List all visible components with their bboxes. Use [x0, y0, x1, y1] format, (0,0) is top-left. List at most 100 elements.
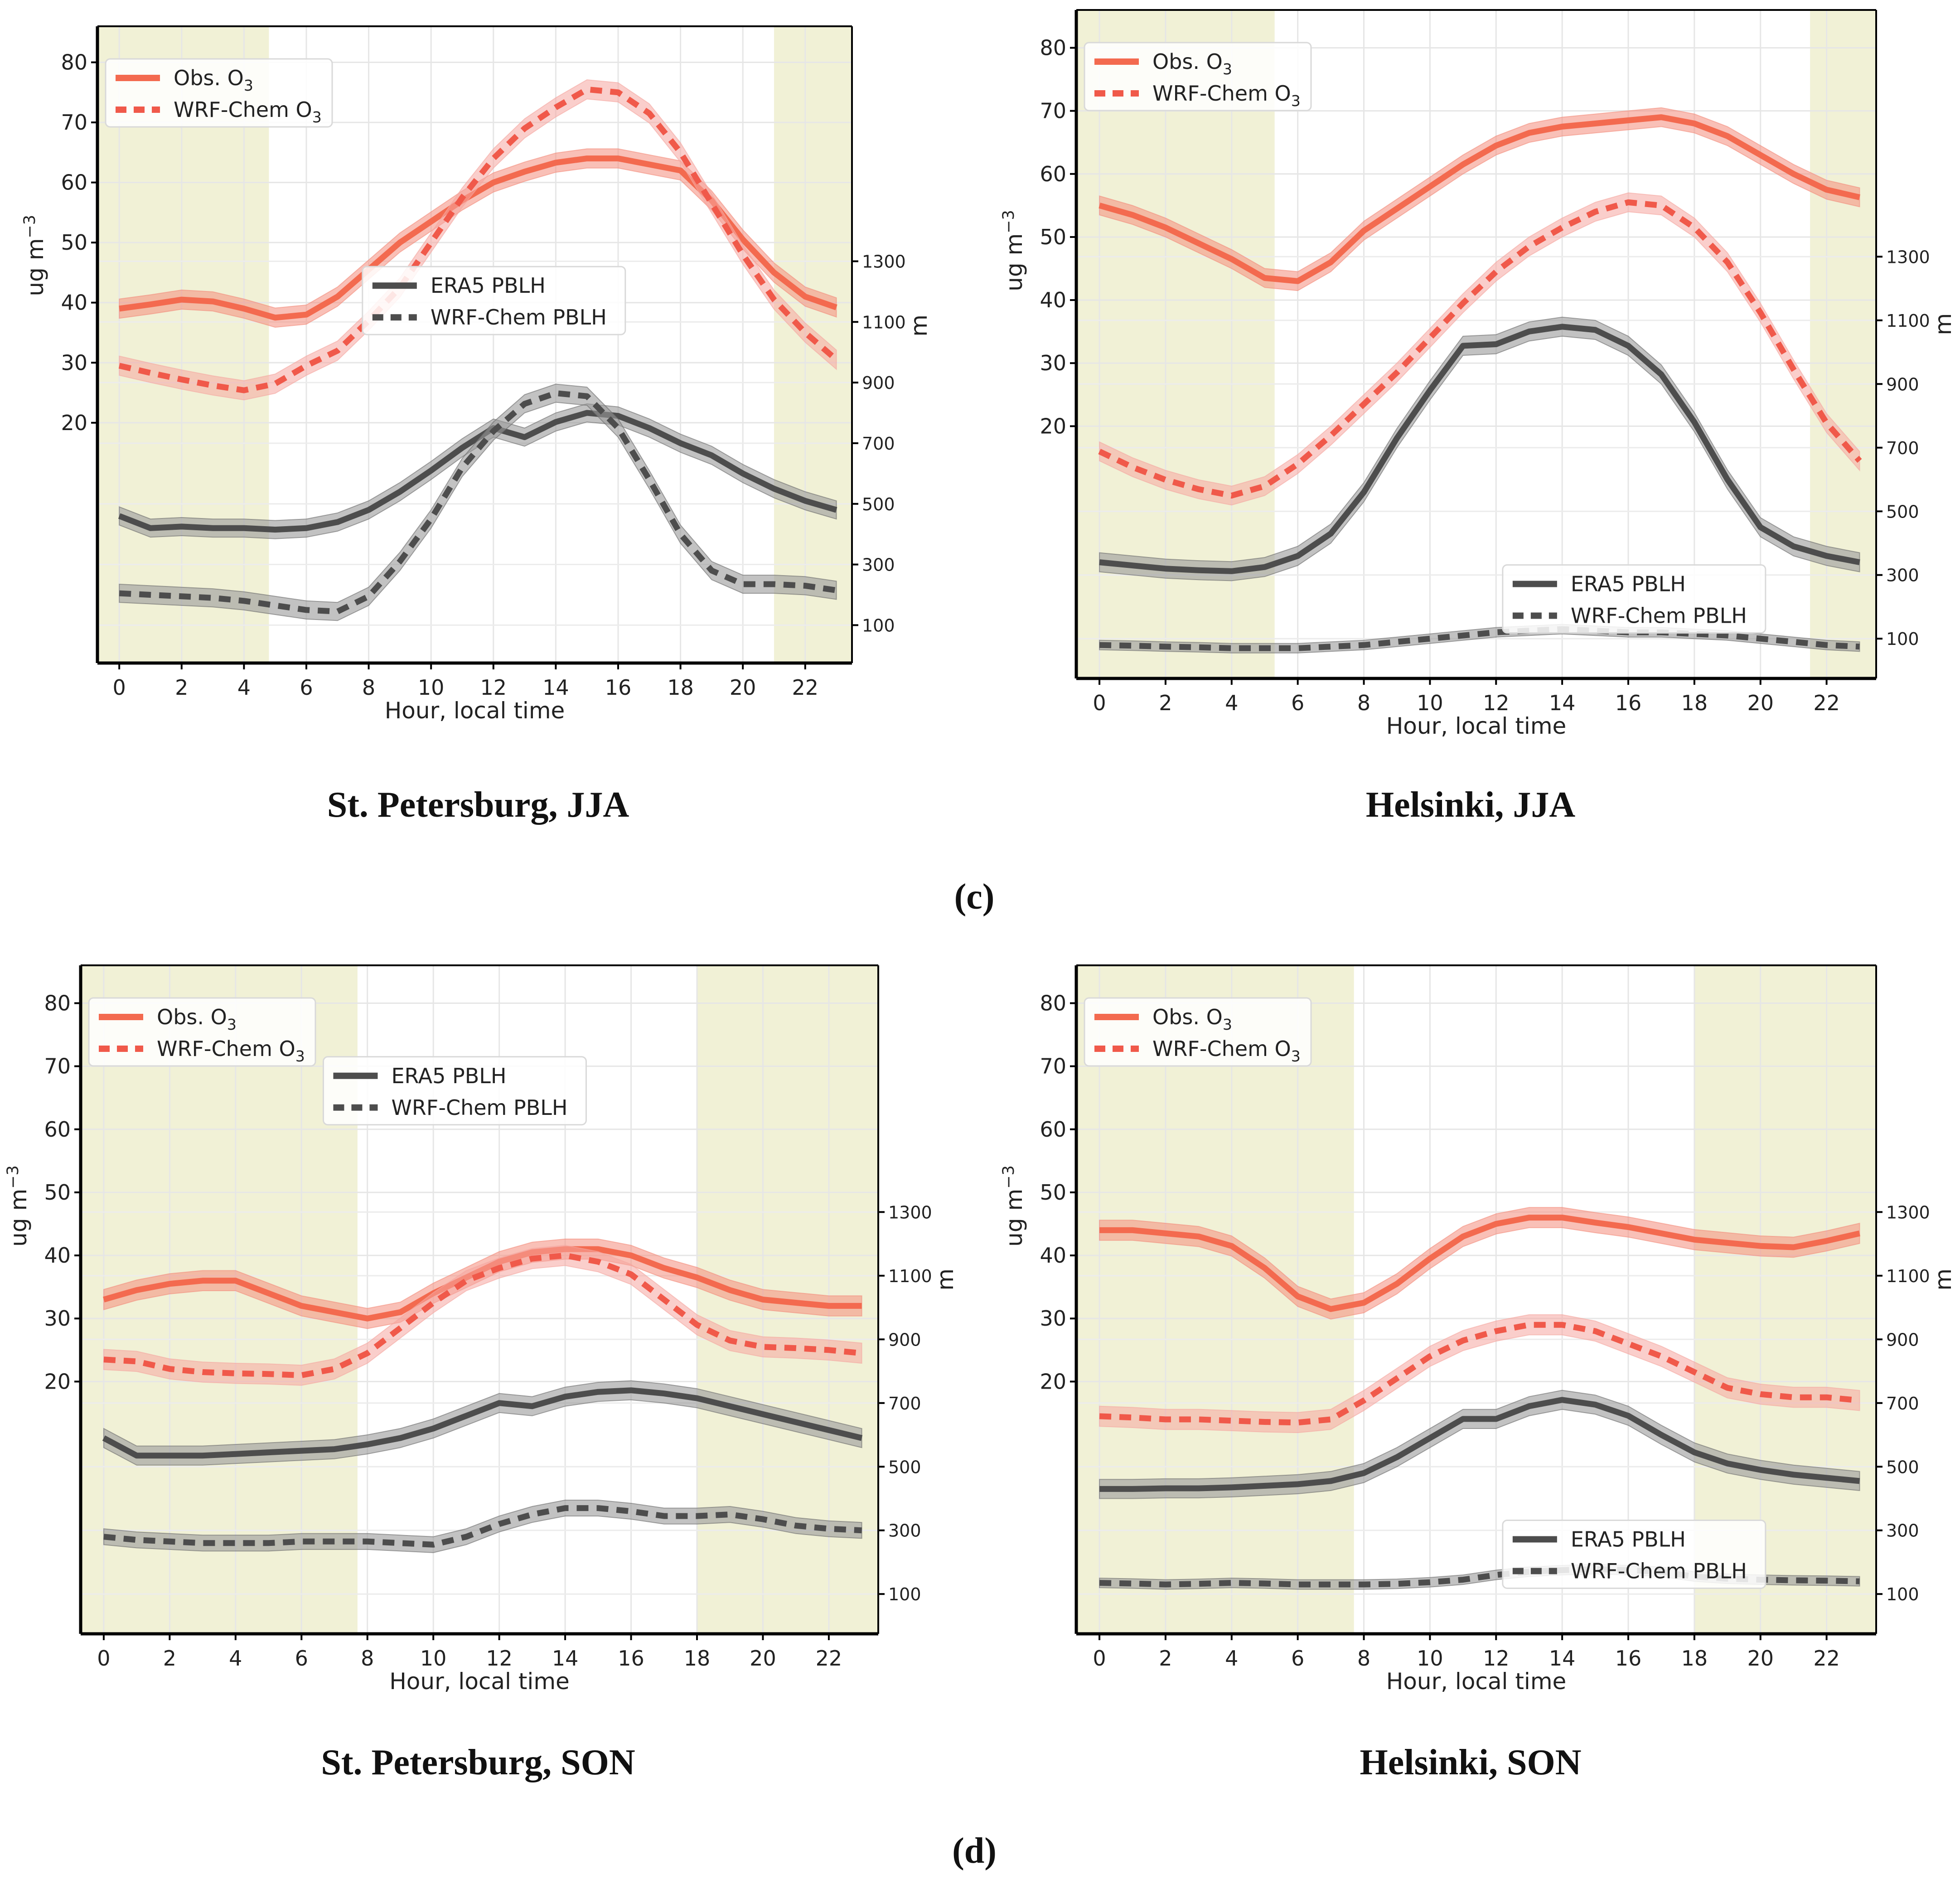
data-point [135, 1288, 139, 1293]
y-tick-label: 50 [61, 230, 87, 255]
x-tick-label: 18 [1681, 1646, 1708, 1671]
data-point [1229, 646, 1234, 650]
legend-label: WRF-Chem O3 [157, 1036, 305, 1065]
data-point [1428, 1256, 1432, 1261]
y-tick-label: 40 [1040, 1243, 1066, 1268]
data-point [1692, 1370, 1697, 1375]
data-point [335, 349, 340, 353]
data-point [102, 1298, 106, 1302]
legend-pblh: ERA5 PBLH WRF-Chem PBLH [322, 1056, 587, 1126]
data-point [148, 593, 153, 597]
x-tick-label: 6 [1291, 691, 1304, 715]
series-wrf-chem-o3 [1097, 1314, 1860, 1433]
data-point [772, 297, 776, 302]
y-right-tick-label: 300 [1886, 566, 1919, 586]
data-point [1428, 388, 1432, 392]
y-tick-label: 50 [44, 1180, 71, 1205]
data-point [179, 297, 184, 302]
data-point [740, 237, 745, 242]
data-point [1824, 421, 1829, 425]
data-point [1329, 644, 1333, 649]
data-point [834, 588, 839, 592]
legend-label: WRF-Chem PBLH [391, 1095, 567, 1120]
data-point [1593, 209, 1597, 214]
data-point [1758, 636, 1763, 641]
x-tick-label: 12 [486, 1646, 513, 1671]
x-axis-title: Hour, local time [1386, 713, 1567, 739]
data-point [1196, 1582, 1201, 1586]
data-point [827, 1303, 831, 1308]
series-wrf-chem-pblh [119, 383, 839, 621]
data-point [1329, 531, 1333, 536]
x-tick-label: 20 [1747, 1646, 1774, 1671]
data-point [117, 306, 121, 311]
data-point [803, 583, 808, 588]
data-point [233, 1371, 238, 1375]
data-point [1858, 195, 1862, 199]
data-point [460, 465, 465, 470]
data-point [332, 1310, 337, 1314]
legend-label: ERA5 PBLH [391, 1064, 506, 1088]
data-point [860, 1303, 864, 1308]
x-tick-label: 4 [1225, 691, 1238, 715]
line-wrf-chem-pblh [1099, 1566, 1860, 1588]
data-point [834, 358, 839, 362]
x-tick-label: 14 [1549, 1646, 1576, 1671]
y-tick-label: 70 [1040, 99, 1066, 123]
data-point [135, 1538, 139, 1542]
chart-st-petersburg-jja: 0 2 4 6 8 10 12 14 16 18 20 22 20 30 40 50 60 70 80 100 300 5… [21, 25, 932, 724]
legend-label: WRF-Chem O3 [1152, 1036, 1301, 1065]
data-point [585, 156, 589, 161]
data-point [464, 1535, 469, 1539]
data-point [553, 105, 558, 110]
data-point [553, 391, 558, 396]
x-tick-label: 4 [237, 675, 251, 700]
data-point [1659, 115, 1664, 120]
band-obs-o3 [1099, 107, 1860, 291]
data-point [772, 486, 776, 491]
legend-label: WRF-Chem PBLH [431, 305, 607, 329]
data-point [1097, 203, 1102, 208]
data-point [200, 1278, 205, 1283]
y-right-tick-label: 1300 [1886, 1202, 1930, 1222]
data-point [523, 126, 527, 131]
x-tick-label: 8 [1357, 1646, 1370, 1671]
y-right-tick-label: 900 [1886, 374, 1919, 394]
data-point [1626, 118, 1631, 123]
data-point [1527, 131, 1531, 135]
x-tick-label: 22 [1813, 691, 1840, 715]
data-point [772, 270, 776, 275]
y-right-tick-label: 300 [888, 1521, 921, 1541]
data-point [1229, 1581, 1234, 1585]
data-point [1527, 329, 1531, 334]
y-axis-title: ug m−3 [1000, 210, 1027, 291]
legend-box [1502, 1520, 1766, 1589]
x-tick-label: 0 [97, 1646, 110, 1671]
data-point [491, 156, 496, 161]
data-point [1461, 344, 1465, 348]
data-point [1428, 1354, 1432, 1359]
data-point [1097, 560, 1102, 565]
data-point [1758, 525, 1763, 529]
data-point [1097, 643, 1102, 647]
data-point [102, 1436, 106, 1440]
data-point [148, 526, 153, 530]
data-point [1362, 643, 1366, 647]
x-tick-label: 22 [1813, 1646, 1840, 1671]
data-point [1296, 1420, 1300, 1425]
data-point [1097, 1414, 1102, 1419]
data-point [1362, 1471, 1366, 1475]
x-tick-label: 16 [1615, 691, 1642, 715]
band-era5-pblh [103, 1380, 862, 1466]
data-point [1395, 206, 1399, 211]
y-right-tick-label: 100 [862, 615, 895, 635]
y-right-tick-label: 100 [1886, 1584, 1919, 1604]
legend-label: ERA5 PBLH [1571, 1527, 1686, 1552]
data-point [1229, 1485, 1234, 1490]
legend-box [1084, 42, 1312, 111]
data-point [304, 526, 309, 530]
data-point [1725, 134, 1730, 138]
data-point [1626, 200, 1631, 204]
data-point [332, 1539, 337, 1544]
